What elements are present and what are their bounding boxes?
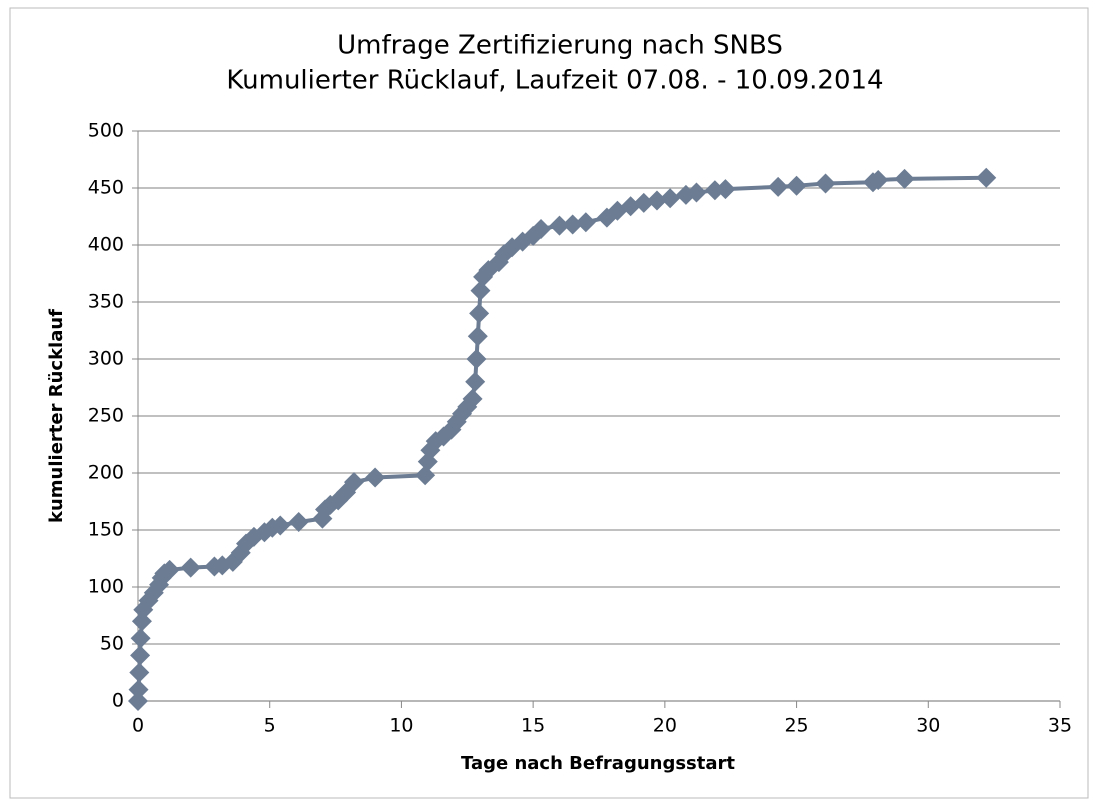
y-tick-label: 350 xyxy=(88,291,124,313)
data-point xyxy=(466,349,487,369)
data-point xyxy=(786,175,807,196)
data-point xyxy=(312,508,333,529)
data-point xyxy=(128,691,148,711)
chart-title: Kumulierter Rücklauf, Laufzeit 07.08. - … xyxy=(226,66,883,96)
data-point xyxy=(562,214,583,235)
x-tick-label: 35 xyxy=(1048,715,1072,737)
data-point xyxy=(815,173,836,194)
data-point xyxy=(549,215,570,236)
data-point xyxy=(465,371,486,392)
data-point xyxy=(180,557,201,578)
y-axis-label: kumulierter Rücklauf xyxy=(46,309,67,523)
chart-border xyxy=(9,7,1089,799)
data-point xyxy=(130,628,151,649)
data-point xyxy=(470,280,491,301)
y-tick-label: 200 xyxy=(88,462,124,484)
x-tick-label: 20 xyxy=(653,715,677,737)
data-point xyxy=(768,176,789,197)
data-point xyxy=(129,662,150,683)
data-point xyxy=(531,219,552,240)
x-tick-label: 5 xyxy=(264,715,276,737)
data-point xyxy=(575,212,596,233)
data-point xyxy=(894,168,915,189)
data-point xyxy=(633,192,654,213)
data-point xyxy=(288,512,309,533)
y-tick-label: 400 xyxy=(88,234,124,256)
data-point xyxy=(128,679,149,700)
y-tick-label: 450 xyxy=(88,177,124,199)
data-point xyxy=(344,472,365,493)
data-point xyxy=(270,515,291,536)
data-point xyxy=(715,179,736,200)
y-tick-label: 500 xyxy=(88,120,124,142)
y-tick-label: 300 xyxy=(88,348,124,370)
data-point xyxy=(365,467,386,488)
data-point xyxy=(868,170,889,191)
x-tick-label: 15 xyxy=(521,715,545,737)
x-tick-label: 25 xyxy=(784,715,808,737)
y-tick-label: 50 xyxy=(100,633,124,655)
data-point xyxy=(131,611,152,632)
y-tick-label: 100 xyxy=(88,576,124,598)
y-tick-label: 0 xyxy=(112,690,124,712)
data-point xyxy=(976,167,997,188)
data-point xyxy=(646,190,667,211)
data-point xyxy=(660,188,681,209)
x-tick-label: 30 xyxy=(916,715,940,737)
y-tick-label: 150 xyxy=(88,519,124,541)
data-point xyxy=(130,645,151,666)
data-point xyxy=(469,303,490,324)
x-axis-label: Tage nach Befragungsstart xyxy=(461,753,735,774)
y-tick-label: 250 xyxy=(88,405,124,427)
x-tick-label: 0 xyxy=(132,715,144,737)
chart-title: Umfrage Zertifizierung nach SNBS xyxy=(337,31,783,61)
data-point xyxy=(415,465,436,486)
data-point xyxy=(159,559,180,580)
data-point xyxy=(686,182,707,203)
data-point xyxy=(467,326,488,347)
data-point xyxy=(462,388,483,409)
x-tick-label: 10 xyxy=(389,715,413,737)
